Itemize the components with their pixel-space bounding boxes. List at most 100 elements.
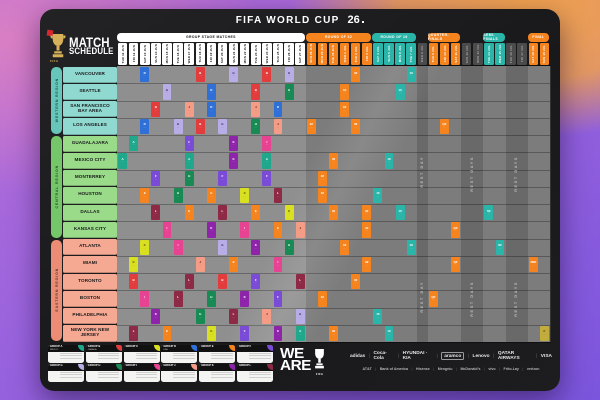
legend-team-slot — [249, 352, 271, 354]
match-cell-detail: ··· — [254, 281, 257, 285]
match-cell-detail: ··· — [243, 332, 246, 336]
match-cell-detail: ··· — [332, 160, 335, 164]
match-cell: 16 ··· — [406, 67, 416, 83]
date-chip-label: WED 24 JUN — [264, 44, 269, 64]
legend-card-group-j: GROUP J — [161, 364, 198, 382]
stage-band-round-of-16: ROUND OF 16 — [372, 33, 416, 42]
match-cell-label: D — [143, 70, 146, 75]
match-cell-label: L — [177, 294, 179, 299]
legend-card-header: GROUP G — [48, 364, 84, 371]
legend-team-slot — [60, 371, 82, 373]
match-cell: 32 ··· — [351, 67, 361, 83]
date-chip: MON 6 JUL — [395, 42, 405, 65]
match-cell-detail: ··· — [343, 108, 346, 112]
match-cell-detail: ··· — [332, 212, 335, 216]
match-cell-detail: ··· — [487, 212, 491, 216]
match-cell: B ··· — [262, 67, 272, 83]
match-cell-label: C — [243, 191, 246, 196]
legend-card-header: GROUP C — [123, 345, 160, 352]
weare-bottom: ARE — [280, 357, 311, 374]
match-cell: J ··· — [195, 256, 205, 272]
weare-fifa-label: FIFA — [315, 372, 324, 376]
date-chip: FRI 3 JUL — [362, 42, 372, 65]
legend-card-header: GROUP E — [199, 345, 236, 352]
legend-group-name: GROUP I — [125, 364, 137, 367]
match-cell-detail: ··· — [454, 229, 457, 233]
city-label-mexico-city: MEXICO CITY — [63, 152, 117, 169]
match-cell: F ··· — [251, 274, 261, 290]
stage-band-semi-finals: SEMI-FINALS — [483, 33, 505, 42]
match-cell-label: E — [276, 225, 279, 230]
legend-color-wedge — [229, 345, 236, 351]
match-cell-label: G — [221, 122, 224, 127]
legend-team-slot — [249, 374, 271, 376]
match-cell: SF ··· — [495, 239, 505, 255]
match-cell-detail: ··· — [176, 298, 180, 302]
match-cell-detail: ··· — [210, 194, 213, 198]
match-cell: 32 ··· — [351, 274, 361, 290]
match-cell-detail: ··· — [287, 91, 291, 95]
date-chip: MON 13 JUL — [473, 42, 483, 65]
match-cell-label: E — [254, 208, 257, 213]
date-chip-label: THU 16 JUL — [509, 44, 514, 63]
match-cell-label: K — [254, 243, 257, 248]
sponsor-logo-bank-of-america: Bank of America — [379, 367, 409, 371]
date-chip: SAT 18 JUL — [528, 42, 539, 65]
date-chip: THU 25 JUN — [273, 42, 283, 65]
date-chip: FRI 26 JUN — [284, 42, 294, 65]
match-cell: 16 ··· — [373, 187, 383, 203]
match-cell: 32 ··· — [340, 239, 350, 255]
match-cell-label: F — [221, 174, 224, 179]
match-cell-detail: ··· — [232, 315, 235, 319]
match-cell: L ··· — [273, 187, 283, 203]
match-cell-label: 32 — [354, 122, 358, 127]
sponsor-row-2: AT&T | Bank of America | Hisense | Mengniu | McD… — [350, 367, 552, 371]
date-chip-label: TUE 23 JUN — [253, 44, 258, 63]
legend-card-group-g: GROUP G — [48, 364, 84, 382]
match-cell-detail: ··· — [243, 194, 246, 198]
date-chip: WED 24 JUN — [262, 42, 272, 65]
sponsor-logo-qatar-airways: QATAR AIRWAYS — [497, 351, 520, 361]
date-chip: SUN 28 JUN — [306, 42, 317, 65]
match-cell: B ··· — [195, 67, 205, 83]
match-cell-detail: ··· — [265, 315, 269, 319]
rest-day-label: REST DAYS — [514, 156, 519, 193]
sponsor-row-1: adidas | Coca-Cola | HYUNDAI · KIA | aramco | Le… — [350, 351, 552, 361]
date-chip-label: WED 15 JUL — [498, 44, 503, 64]
match-cell: 32 ··· — [317, 291, 327, 307]
match-cell: H ··· — [195, 308, 205, 324]
match-cell-label: 32 — [354, 70, 358, 75]
legend-card-header: GROUP F — [237, 345, 273, 352]
match-cell-detail: ··· — [321, 194, 324, 198]
match-cell-label: 32 — [320, 294, 325, 299]
match-cell-label: 16 — [409, 243, 413, 248]
date-chip-label: THU 11 JUN — [120, 44, 125, 63]
match-cell: A ··· — [118, 153, 127, 169]
match-cell: C ··· — [240, 187, 250, 203]
legend-team-slot — [97, 374, 120, 376]
match-cell-detail: ··· — [332, 332, 335, 336]
legend-team-slot — [173, 352, 195, 354]
match-cell: H ··· — [284, 84, 294, 100]
city-label-dallas: DALLAS — [63, 204, 117, 221]
match-cell-label: 16 — [398, 208, 402, 213]
sponsor-divider: | — [433, 367, 435, 371]
match-cell-detail: ··· — [199, 263, 202, 267]
legend-team-slot — [173, 374, 195, 376]
match-cell-detail: ··· — [343, 246, 346, 250]
match-cell-detail: ··· — [298, 332, 302, 336]
legend-color-wedge — [153, 364, 160, 370]
match-cell: G ··· — [162, 84, 172, 100]
legend-team-slot — [173, 371, 195, 373]
match-cell-detail: ··· — [265, 143, 269, 147]
match-cell-detail: ··· — [354, 74, 357, 78]
date-chip: THU 9 JUL — [428, 42, 439, 65]
match-cell: G ··· — [284, 67, 294, 83]
legend-card-header: GROUP D USA — [161, 345, 198, 352]
match-cell-label: C — [210, 329, 213, 334]
legend-color-wedge — [191, 345, 198, 351]
date-chip: FRI 19 JUN — [206, 42, 217, 65]
date-chip-label: MON 29 JUN — [320, 44, 325, 64]
match-cell-detail: ··· — [143, 246, 146, 250]
city-label-guadalajara: GUADALAJARA — [63, 135, 117, 152]
